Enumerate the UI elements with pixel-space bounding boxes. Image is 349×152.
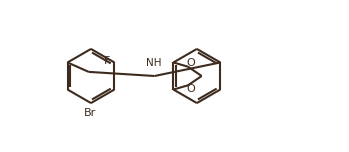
- Text: NH: NH: [146, 58, 161, 68]
- Text: O: O: [186, 84, 195, 94]
- Text: O: O: [186, 58, 195, 68]
- Text: F: F: [104, 56, 111, 66]
- Text: Br: Br: [84, 108, 96, 118]
